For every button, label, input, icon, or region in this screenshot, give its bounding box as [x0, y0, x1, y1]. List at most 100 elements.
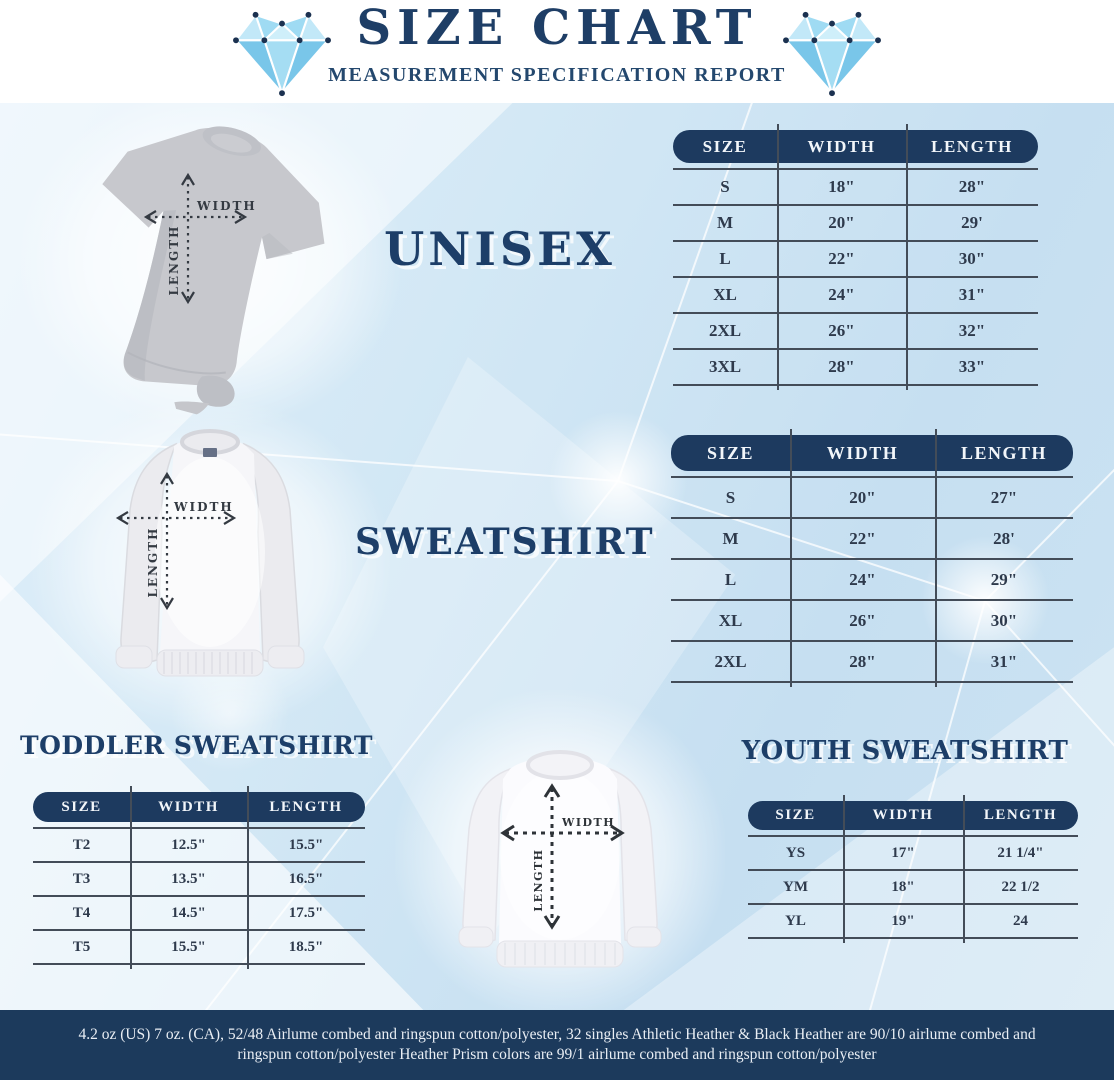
table-cell: 29" [990, 569, 1018, 589]
column-divider [935, 429, 937, 687]
table-row: L 22" 30" [673, 242, 1038, 278]
table-cell: 16.5" [288, 870, 324, 887]
sweatshirt-image [60, 412, 360, 712]
table-header-row: SIZE WIDTH LENGTH [33, 792, 365, 822]
toddler-measure-arrows: WIDTH LENGTH [500, 783, 625, 930]
table-cell: 26" [849, 610, 876, 630]
table-cell: 2XL [714, 651, 747, 671]
column-divider [790, 429, 792, 687]
table-cell: 28' [993, 528, 1015, 548]
toddler-sweatshirt-image [415, 705, 705, 1005]
table-cell: 31" [990, 651, 1018, 671]
table-cell: 24" [849, 569, 876, 589]
table-cell: 28" [958, 177, 986, 196]
page-subtitle: MEASUREMENT SPECIFICATION REPORT [328, 64, 786, 86]
table-cell: 29' [961, 213, 983, 232]
column-header-size: SIZE [775, 807, 816, 823]
footer-bar: 4.2 oz (US) 7 oz. (CA), 52/48 Airlume co… [0, 1010, 1114, 1080]
table-row: YM 18" 22 1/2 [748, 871, 1078, 905]
table-cell: 26" [828, 321, 855, 340]
unisex-section-title: UNISEX [384, 222, 616, 276]
table-cell: S [720, 177, 730, 196]
table-cell: 3XL [708, 357, 742, 376]
table-row: T2 12.5" 15.5" [33, 829, 365, 863]
width-label: WIDTH [561, 816, 615, 829]
table-cell: 21 1/4" [997, 844, 1044, 861]
table-cell: 2XL [708, 321, 742, 340]
table-cell: 33" [958, 357, 986, 376]
table-cell: T5 [72, 938, 91, 955]
fabric-info-line2: ringspun cotton/polyester Heather Prism … [237, 1046, 877, 1063]
column-header-length: LENGTH [983, 807, 1058, 823]
sweatshirt-section-title: SWEATSHIRT [355, 521, 655, 563]
width-label: WIDTH [173, 500, 234, 514]
length-label: LENGTH [146, 526, 160, 597]
table-cell: 31" [958, 285, 986, 304]
table-cell: 15.5" [288, 836, 324, 853]
table-cell: 17.5" [288, 904, 324, 921]
youth-size-table: SIZE WIDTH LENGTH YS 17" 21 1/4" YM 18" 22 1/… [748, 795, 1078, 943]
table-row: 2XL 26" 32" [673, 314, 1038, 350]
table-cell: T3 [72, 870, 91, 887]
column-divider [963, 795, 965, 943]
header-band: SIZE CHART MEASUREMENT SPECIFICATION REP… [0, 0, 1114, 103]
diamond-icon [783, 11, 881, 97]
column-divider [906, 124, 908, 390]
toddler-section-title: TODDLER SWEATSHIRT [20, 731, 373, 760]
column-header-length: LENGTH [269, 798, 343, 815]
column-divider [130, 786, 132, 969]
table-cell: YL [785, 912, 806, 929]
table-cell: 18" [891, 878, 915, 895]
table-cell: XL [718, 610, 743, 630]
table-cell: YM [783, 878, 808, 895]
table-cell: 30" [990, 610, 1018, 630]
youth-section-title: YOUTH SWEATSHIRT [741, 736, 1069, 766]
table-cell: 28" [828, 357, 855, 376]
table-cell: 24" [828, 285, 855, 304]
table-cell: YS [785, 844, 806, 861]
table-row: M 22" 28' [671, 519, 1073, 560]
table-cell: 22" [828, 249, 855, 268]
table-row: T3 13.5" 16.5" [33, 863, 365, 897]
table-cell: 14.5" [171, 904, 206, 921]
length-label: LENGTH [532, 848, 545, 911]
table-cell: M [716, 213, 734, 232]
bg-glow-node [548, 410, 688, 550]
table-row: XL 24" 31" [673, 278, 1038, 314]
table-row: S 20" 27" [671, 478, 1073, 519]
table-row: 2XL 28" 31" [671, 642, 1073, 683]
toddler-size-table: SIZE WIDTH LENGTH T2 12.5" 15.5" T3 13.5" 16.… [33, 786, 365, 969]
table-header-row: SIZE WIDTH LENGTH [673, 130, 1038, 163]
column-header-width: WIDTH [826, 442, 899, 463]
table-cell: 12.5" [171, 836, 206, 853]
column-header-width: WIDTH [158, 798, 219, 815]
table-row: M 20" 29' [673, 206, 1038, 242]
table-cell: 18" [828, 177, 855, 196]
column-header-length: LENGTH [931, 136, 1013, 156]
table-cell: 22 1/2 [1001, 878, 1040, 895]
column-header-size: SIZE [706, 442, 755, 463]
column-divider [247, 786, 249, 969]
table-cell: 15.5" [171, 938, 206, 955]
table-row: XL 26" 30" [671, 601, 1073, 642]
table-cell: 18.5" [288, 938, 324, 955]
table-row: YL 19" 24 [748, 905, 1078, 939]
table-header-row: SIZE WIDTH LENGTH [671, 435, 1073, 471]
table-row: L 24" 29" [671, 560, 1073, 601]
column-divider [843, 795, 845, 943]
table-row: 3XL 28" 33" [673, 350, 1038, 386]
length-label: LENGTH [167, 224, 181, 295]
table-cell: XL [713, 285, 737, 304]
table-body: T2 12.5" 15.5" T3 13.5" 16.5" T4 14.5" 17.5" T5 15… [33, 827, 365, 965]
sweatshirt-size-table: SIZE WIDTH LENGTH S 20" 27" M 22" 28' L 24" 29" X… [671, 429, 1073, 687]
table-cell: 20" [849, 487, 876, 507]
diamond-icon [233, 11, 331, 97]
table-row: T5 15.5" 18.5" [33, 931, 365, 965]
width-label: WIDTH [196, 199, 257, 213]
table-cell: 30" [958, 249, 986, 268]
table-cell: S [725, 487, 736, 507]
column-header-size: SIZE [702, 136, 748, 156]
table-cell: 24 [1013, 912, 1028, 929]
table-cell: 27" [990, 487, 1018, 507]
